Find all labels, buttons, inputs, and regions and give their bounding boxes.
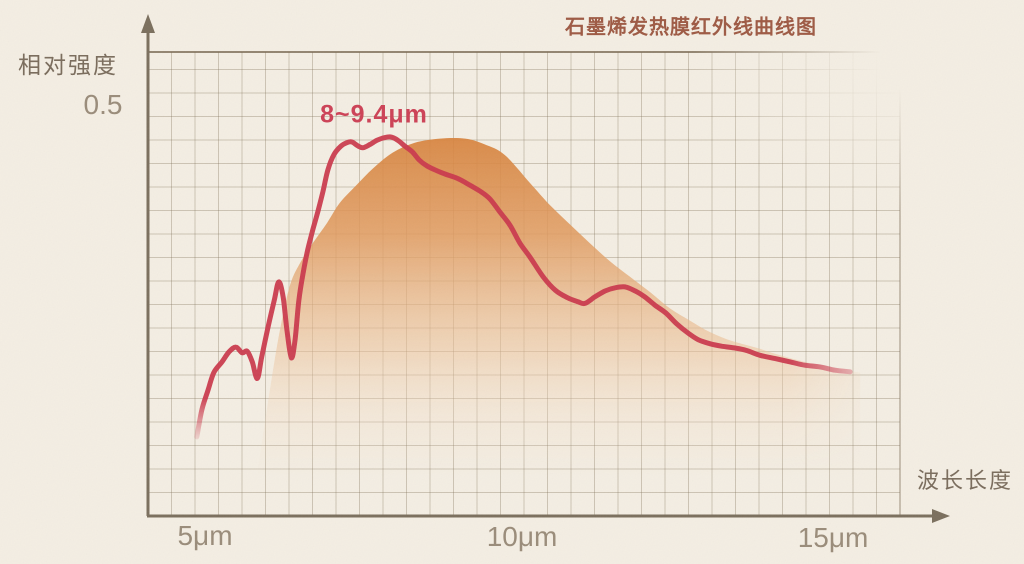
x-axis-tick-15um: 15μm xyxy=(797,522,869,553)
peak-annotation: 8~9.4μm xyxy=(320,100,428,129)
y-axis-tick-0p5: 0.5 xyxy=(83,89,123,120)
y-axis-arrow-icon xyxy=(141,14,155,33)
x-axis-arrow-icon xyxy=(932,509,950,523)
x-axis-tick-10um: 10μm xyxy=(486,521,558,552)
x-axis-label: 波长长度 xyxy=(916,468,1014,493)
energy-distribution-area xyxy=(257,137,861,500)
chart-title: 石墨烯发热膜红外线曲线图 xyxy=(565,16,817,39)
y-axis-label: 相对强度 xyxy=(18,52,118,78)
x-axis-tick-5um: 5μm xyxy=(177,520,233,551)
infrared-spectrum-curve xyxy=(194,134,853,440)
